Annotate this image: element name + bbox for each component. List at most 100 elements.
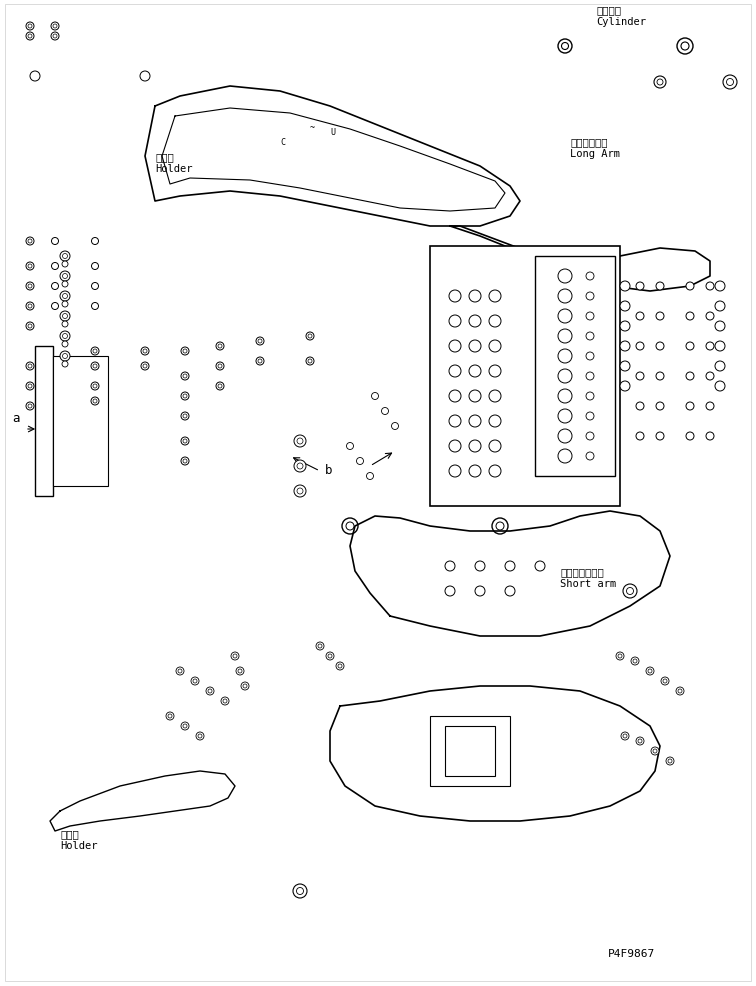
- Circle shape: [657, 80, 663, 86]
- Circle shape: [653, 749, 657, 753]
- Circle shape: [256, 358, 264, 366]
- Circle shape: [318, 644, 322, 649]
- Bar: [53, 357, 108, 486]
- Circle shape: [91, 348, 99, 356]
- Circle shape: [646, 668, 654, 675]
- Circle shape: [60, 272, 70, 282]
- Circle shape: [141, 363, 149, 371]
- Circle shape: [505, 587, 515, 597]
- Circle shape: [489, 291, 501, 303]
- Circle shape: [256, 337, 264, 346]
- Circle shape: [26, 283, 34, 291]
- Circle shape: [218, 345, 222, 349]
- Text: シリンダ: シリンダ: [596, 5, 621, 15]
- Text: フレーム: フレーム: [468, 297, 493, 307]
- Circle shape: [505, 561, 515, 572]
- Circle shape: [181, 373, 189, 381]
- Circle shape: [620, 321, 630, 331]
- Text: Cylinder: Cylinder: [596, 17, 646, 27]
- Circle shape: [60, 331, 70, 342]
- Circle shape: [296, 887, 303, 894]
- Circle shape: [143, 365, 147, 369]
- Circle shape: [346, 443, 354, 450]
- Circle shape: [178, 669, 182, 673]
- Circle shape: [636, 738, 644, 745]
- Circle shape: [51, 263, 58, 270]
- Circle shape: [392, 423, 398, 430]
- Circle shape: [620, 302, 630, 312]
- Circle shape: [26, 303, 34, 311]
- Text: b: b: [325, 463, 333, 476]
- Circle shape: [306, 332, 314, 340]
- Text: C: C: [280, 138, 285, 147]
- Circle shape: [367, 473, 373, 480]
- Circle shape: [51, 33, 59, 41]
- Circle shape: [218, 385, 222, 388]
- Circle shape: [636, 402, 644, 410]
- Circle shape: [616, 653, 624, 661]
- Circle shape: [183, 725, 187, 729]
- Circle shape: [586, 293, 594, 301]
- Circle shape: [449, 390, 461, 402]
- Circle shape: [26, 33, 34, 41]
- Circle shape: [328, 655, 332, 659]
- Circle shape: [28, 365, 32, 369]
- Circle shape: [216, 383, 224, 390]
- Text: Frame: Frame: [468, 309, 499, 318]
- Circle shape: [636, 433, 644, 441]
- Circle shape: [183, 440, 187, 444]
- Circle shape: [221, 697, 229, 705]
- Circle shape: [26, 383, 34, 390]
- Circle shape: [558, 389, 572, 403]
- Circle shape: [30, 72, 40, 82]
- Circle shape: [216, 363, 224, 371]
- Circle shape: [216, 343, 224, 351]
- Circle shape: [206, 687, 214, 695]
- Circle shape: [496, 523, 504, 530]
- Text: Short arm: Short arm: [560, 579, 616, 589]
- Circle shape: [93, 365, 97, 369]
- Circle shape: [28, 385, 32, 388]
- Circle shape: [336, 663, 344, 670]
- Circle shape: [241, 682, 249, 690]
- Circle shape: [678, 689, 682, 693]
- Circle shape: [651, 747, 659, 755]
- Circle shape: [91, 283, 98, 290]
- Circle shape: [236, 668, 244, 675]
- Circle shape: [686, 343, 694, 351]
- Circle shape: [63, 294, 67, 299]
- Circle shape: [326, 653, 334, 661]
- Circle shape: [183, 394, 187, 398]
- Circle shape: [342, 519, 358, 534]
- Circle shape: [183, 414, 187, 419]
- Bar: [445, 727, 495, 776]
- Circle shape: [656, 402, 664, 410]
- Circle shape: [28, 285, 32, 289]
- Circle shape: [238, 669, 242, 673]
- Circle shape: [715, 321, 725, 331]
- Circle shape: [60, 292, 70, 302]
- Circle shape: [233, 655, 237, 659]
- Circle shape: [558, 270, 572, 284]
- Circle shape: [28, 35, 32, 39]
- Circle shape: [677, 39, 693, 55]
- Circle shape: [316, 642, 324, 651]
- Circle shape: [346, 523, 354, 530]
- Circle shape: [475, 587, 485, 597]
- Circle shape: [558, 310, 572, 323]
- Circle shape: [191, 677, 199, 685]
- Circle shape: [181, 348, 189, 356]
- Circle shape: [297, 463, 303, 469]
- Circle shape: [469, 415, 481, 428]
- Circle shape: [489, 366, 501, 378]
- Text: Holder: Holder: [155, 164, 193, 174]
- Circle shape: [469, 465, 481, 477]
- Circle shape: [723, 76, 737, 90]
- Circle shape: [586, 273, 594, 281]
- Circle shape: [475, 561, 485, 572]
- Circle shape: [166, 712, 174, 720]
- Circle shape: [618, 655, 622, 659]
- Circle shape: [681, 43, 689, 51]
- Circle shape: [558, 430, 572, 444]
- Circle shape: [26, 23, 34, 31]
